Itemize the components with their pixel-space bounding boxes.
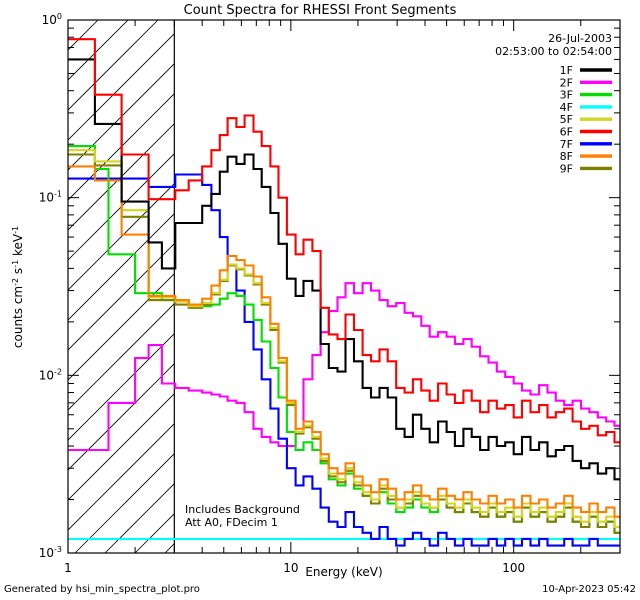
- y-tick-labels: 100 10-1 10-2 10-3: [39, 12, 62, 560]
- y-tick-label: 10-2: [39, 367, 62, 382]
- legend-label-8f: 8F: [560, 150, 573, 163]
- y-axis-label-p0: counts cm: [11, 286, 25, 348]
- x-tick-label: 1: [64, 561, 72, 575]
- annotation-attenuator-state: Att A0, FDecim 1: [185, 516, 278, 529]
- legend-label-1f: 1F: [560, 64, 573, 77]
- observation-date: 26-Jul-2003: [548, 32, 612, 45]
- y-axis-label-p4: keV: [11, 233, 25, 260]
- legend-label-3f: 3F: [560, 89, 573, 102]
- y-axis-label-p2: s: [11, 268, 25, 278]
- y-tick-label: 10-1: [39, 190, 62, 205]
- series-line-2f: [68, 282, 620, 452]
- x-tick-labels: 1 10 100: [64, 561, 525, 575]
- plot-frame: [67, 19, 621, 554]
- y-axis-label-p3: -1: [11, 260, 20, 268]
- y-tick-label: 100: [42, 12, 62, 27]
- x-tick-label: 100: [502, 561, 525, 575]
- series-line-8f: [68, 165, 620, 518]
- footer-timestamp: 10-Apr-2023 05:42: [542, 584, 636, 595]
- observation-time-range: 02:53:00 to 02:54:00: [495, 45, 612, 58]
- x-tick-label: 10: [283, 561, 298, 575]
- y-axis-label: counts cm-2 s-1 keV-1: [11, 226, 25, 348]
- spectra-series-group: [68, 38, 620, 547]
- hatched-threshold-region: [68, 20, 175, 553]
- x-axis-label: Energy (keV): [305, 565, 382, 579]
- series-line-1f: [68, 58, 620, 481]
- footer-generator: Generated by hsi_min_spectra_plot.pro: [4, 584, 200, 595]
- y-axis-label-p1: -2: [11, 278, 20, 286]
- legend-label-5f: 5F: [560, 113, 573, 126]
- legend-label-7f: 7F: [560, 138, 573, 151]
- legend-label-2f: 2F: [560, 76, 573, 89]
- legend-label-9f: 9F: [560, 162, 573, 175]
- legend-label-6f: 6F: [560, 126, 573, 139]
- svg-text:counts cm-2 s-1 keV-1: counts cm-2 s-1 keV-1: [11, 226, 25, 348]
- y-axis-label-p5: -1: [11, 226, 20, 234]
- axis-ticks: [67, 19, 621, 554]
- page-title: Count Spectra for RHESSI Front Segments: [184, 3, 457, 18]
- annotation-includes-background: Includes Background: [185, 503, 300, 516]
- series-line-7f: [68, 173, 620, 547]
- legend-label-4f: 4F: [560, 101, 573, 114]
- y-tick-label: 10-3: [39, 545, 62, 560]
- series-line-6f: [68, 38, 620, 444]
